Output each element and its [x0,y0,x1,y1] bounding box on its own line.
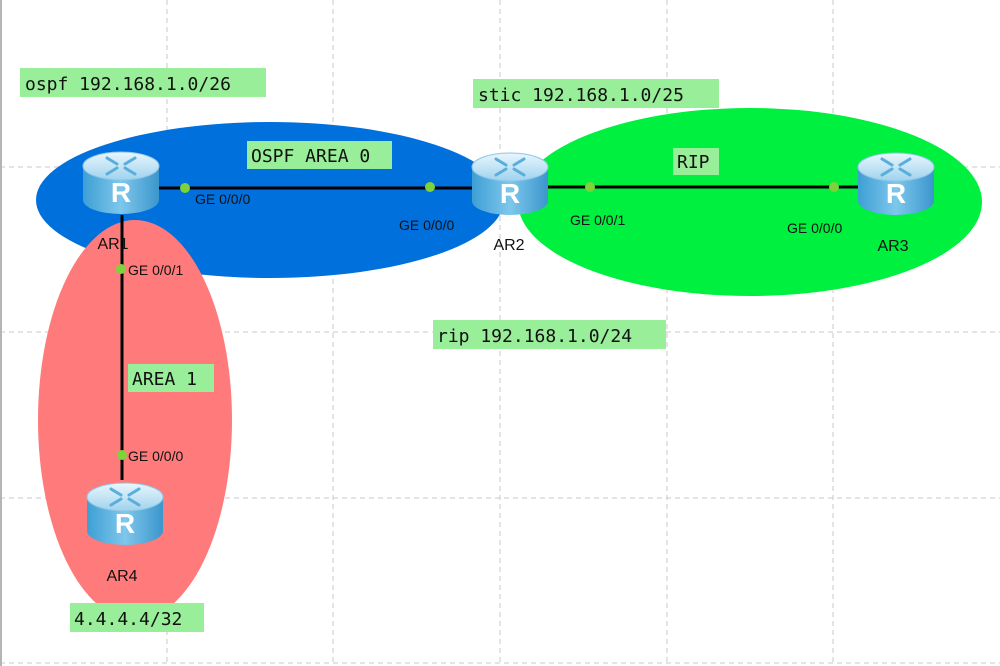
annotation-rip: RIP [673,148,719,175]
router-name-ar1: AR1 [97,236,128,253]
annotation-area1: AREA 1 [128,364,214,392]
svg-text:AREA 1: AREA 1 [132,369,197,390]
router-name-ar4: AR4 [106,568,137,585]
svg-text:OSPF AREA 0: OSPF AREA 0 [251,146,370,167]
port-label-ar4-ge000: GE 0/0/0 [128,448,183,464]
port-label-ar2-ge001: GE 0/0/1 [570,212,625,228]
router-name-ar2: AR2 [493,237,524,254]
router-ar2[interactable] [470,151,550,217]
router-icon [470,151,550,217]
router-icon [81,150,161,216]
router-ar1[interactable] [81,150,161,216]
router-icon [85,481,165,547]
router-icon [856,151,936,217]
svg-text:RIP: RIP [677,152,710,173]
annotation-ospf-net: ospf 192.168.1.0/26 [20,68,266,97]
annotation-loopback: 4.4.4.4/32 [70,603,204,632]
annotation-static-net: stic 192.168.1.0/25 [473,79,719,108]
router-ar3[interactable] [856,151,936,217]
annotation-rip-net: rip 192.168.1.0/24 [433,320,666,349]
svg-text:4.4.4.4/32: 4.4.4.4/32 [74,609,182,630]
svg-text:ospf 192.168.1.0/26: ospf 192.168.1.0/26 [25,74,231,95]
port-label-ar1-ge001: GE 0/0/1 [128,262,183,278]
ospf-area1-region [38,220,232,620]
port-label-ar2-ge000: GE 0/0/0 [399,217,454,233]
port-dots [116,182,839,460]
router-name-ar3: AR3 [877,238,908,255]
svg-text:rip 192.168.1.0/24: rip 192.168.1.0/24 [437,326,632,347]
port-label-ar3-ge000: GE 0/0/0 [787,220,842,236]
annotation-ospf-area0: OSPF AREA 0 [247,141,392,169]
port-label-ar1-ge000: GE 0/0/0 [195,191,250,207]
rip-region [518,108,982,296]
svg-text:stic 192.168.1.0/25: stic 192.168.1.0/25 [478,85,684,106]
router-ar4[interactable] [85,481,165,547]
